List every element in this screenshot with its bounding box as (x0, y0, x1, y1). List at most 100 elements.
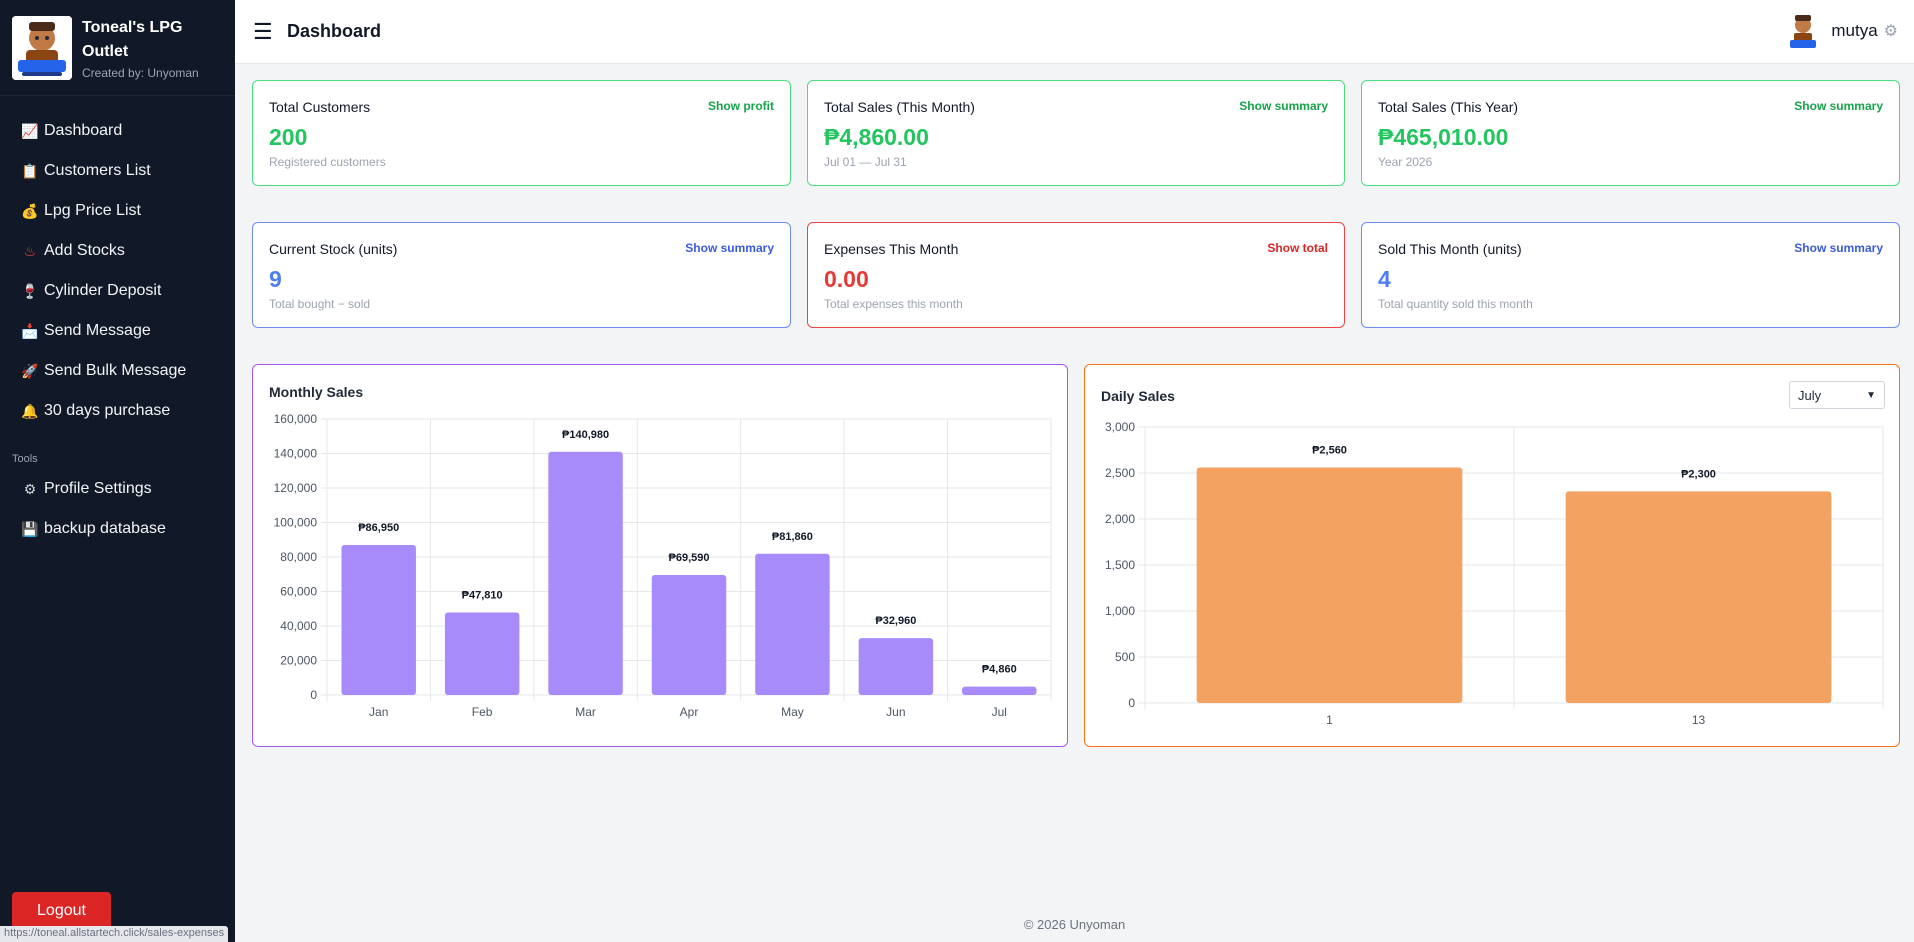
gear-icon[interactable]: ⚙ (1883, 23, 1898, 40)
show-total-link[interactable]: Show total (1267, 241, 1328, 255)
user-menu[interactable]: mutya ⚙ (1787, 12, 1898, 50)
card-title: Sold This Month (units) (1378, 241, 1522, 257)
cylinder-icon: 🍷 (21, 282, 39, 299)
sidebar-item-send-bulk-message[interactable]: 🚀 Send Bulk Message (0, 351, 235, 391)
bar (962, 686, 1037, 695)
sidebar-item-label: Profile Settings (44, 480, 152, 497)
month-select-value: July (1798, 387, 1822, 403)
y-tick-label: 100,000 (274, 516, 318, 530)
sidebar-item-backup-database[interactable]: 💾 backup database (0, 509, 235, 549)
sidebar-item-send-message[interactable]: 📩 Send Message (0, 311, 235, 351)
y-tick-label: 160,000 (274, 412, 318, 426)
sidebar-item-customers-list[interactable]: 📋 Customers List (0, 151, 235, 191)
sidebar-item-lpg-price-list[interactable]: 💰 Lpg Price List (0, 191, 235, 231)
card-title: Total Sales (This Year) (1378, 99, 1519, 115)
bar (1196, 467, 1463, 703)
brand-title: Toneal's LPG Outlet (82, 19, 183, 60)
data-label: ₱86,950 (358, 522, 399, 534)
card-subtitle: Registered customers (269, 155, 386, 169)
sidebar-item-label: Lpg Price List (44, 202, 141, 219)
bar (444, 612, 520, 695)
x-tick-label: 1 (1326, 713, 1333, 727)
daily-sales-title: Daily Sales (1101, 388, 1175, 404)
card-value: 200 (269, 124, 308, 150)
card-expenses-month: Expenses This Month Show total 0.00 Tota… (807, 222, 1345, 328)
x-tick-label: Apr (680, 705, 699, 719)
card-total-sales-month: Total Sales (This Month) Show summary ₱4… (807, 80, 1345, 186)
y-tick-label: 2,500 (1105, 466, 1135, 480)
sidebar-item-label: backup database (44, 520, 166, 537)
data-label: ₱69,590 (669, 552, 710, 564)
card-total-sales-year: Total Sales (This Year) Show summary ₱46… (1361, 80, 1900, 186)
sidebar-item-label: Add Stocks (44, 242, 125, 259)
brand: Toneal's LPG Outlet Created by: Unyoman (0, 0, 235, 96)
card-title: Total Customers (269, 99, 371, 115)
sidebar-item-cylinder-deposit[interactable]: 🍷 Cylinder Deposit (0, 271, 235, 311)
rocket-icon: 🚀 (21, 362, 39, 379)
floppy-disk-icon: 💾 (21, 520, 39, 537)
y-tick-label: 500 (1115, 650, 1135, 664)
x-tick-label: May (781, 705, 804, 719)
sidebar-item-label: 30 days purchase (44, 402, 171, 419)
card-subtitle: Year 2026 (1378, 155, 1433, 169)
hot-springs-icon: ♨ (23, 242, 37, 259)
card-value: 9 (269, 266, 282, 292)
money-bag-icon: 💰 (21, 202, 39, 219)
bar (341, 545, 416, 695)
brand-logo[interactable] (12, 16, 72, 80)
show-profit-link[interactable]: Show profit (708, 99, 774, 113)
gear-icon: ⚙ (23, 480, 37, 497)
y-tick-label: 3,000 (1105, 420, 1135, 434)
daily-sales-panel: Daily Sales July ▼ 0 500 1,000 1,500 2,000 2,… (1084, 364, 1900, 747)
status-bar-url: https://toneal.allstartech.click/sales-e… (0, 926, 229, 942)
monthly-sales-panel: Monthly Sales 0 20,000 40,000 60,000 80,000 1… (252, 364, 1068, 747)
card-total-customers: Total Customers Show profit 200 Register… (252, 80, 791, 186)
month-select[interactable]: July ▼ (1789, 381, 1885, 409)
x-tick-label: Jun (886, 705, 905, 719)
sidebar-item-dashboard[interactable]: 📈 Dashboard (0, 111, 235, 151)
logout-button[interactable]: Logout (12, 892, 111, 930)
y-tick-label: 0 (310, 688, 317, 702)
card-sold-month: Sold This Month (units) Show summary 4 T… (1361, 222, 1900, 328)
sidebar-item-profile-settings[interactable]: ⚙ Profile Settings (0, 469, 235, 509)
bar (548, 451, 623, 695)
y-tick-label: 60,000 (280, 585, 317, 599)
monthly-sales-chart: 0 20,000 40,000 60,000 80,000 100,000 120,000 1… (274, 412, 1052, 719)
y-tick-label: 1,000 (1105, 604, 1135, 618)
data-label: ₱4,860 (982, 664, 1017, 676)
hamburger-menu-icon[interactable]: ☰ (253, 18, 273, 44)
data-label: ₱140,980 (562, 429, 609, 441)
bar (755, 553, 830, 695)
y-tick-label: 40,000 (280, 619, 317, 633)
bell-icon: 🔔 (21, 402, 39, 419)
y-tick-label: 0 (1128, 696, 1135, 710)
show-summary-link[interactable]: Show summary (1239, 99, 1328, 113)
card-subtitle: Total bought − sold (269, 297, 371, 311)
tools-section-heading: Tools (12, 453, 38, 465)
y-tick-label: 80,000 (280, 550, 317, 564)
avatar[interactable] (1787, 12, 1820, 50)
sidebar-item-label: Dashboard (44, 122, 123, 139)
footer: © 2026 Unyoman (1023, 917, 1126, 932)
card-subtitle: Jul 01 — Jul 31 (824, 155, 907, 169)
card-value: 0.00 (824, 266, 869, 292)
card-subtitle: Total expenses this month (824, 297, 963, 311)
show-summary-link[interactable]: Show summary (685, 241, 774, 255)
card-title: Total Sales (This Month) (824, 99, 975, 115)
x-tick-label: Jul (992, 705, 1007, 719)
chart-icon: 📈 (21, 122, 39, 139)
y-tick-label: 120,000 (274, 481, 318, 495)
sidebar-item-30-days-purchase[interactable]: 🔔 30 days purchase (0, 391, 235, 431)
user-avatar-icon (1787, 12, 1820, 50)
show-summary-link[interactable]: Show summary (1794, 99, 1883, 113)
sidebar-item-label: Customers List (44, 162, 151, 179)
card-value: ₱4,860.00 (824, 124, 929, 150)
user-name[interactable]: mutya (1831, 21, 1878, 40)
x-tick-label: Feb (472, 705, 493, 719)
y-tick-label: 20,000 (280, 654, 317, 668)
clipboard-icon: 📋 (21, 162, 39, 179)
sidebar-item-add-stocks[interactable]: ♨ Add Stocks (0, 231, 235, 271)
sidebar-item-label: Send Message (44, 322, 151, 339)
show-summary-link[interactable]: Show summary (1794, 241, 1883, 255)
x-tick-label: Mar (575, 705, 596, 719)
